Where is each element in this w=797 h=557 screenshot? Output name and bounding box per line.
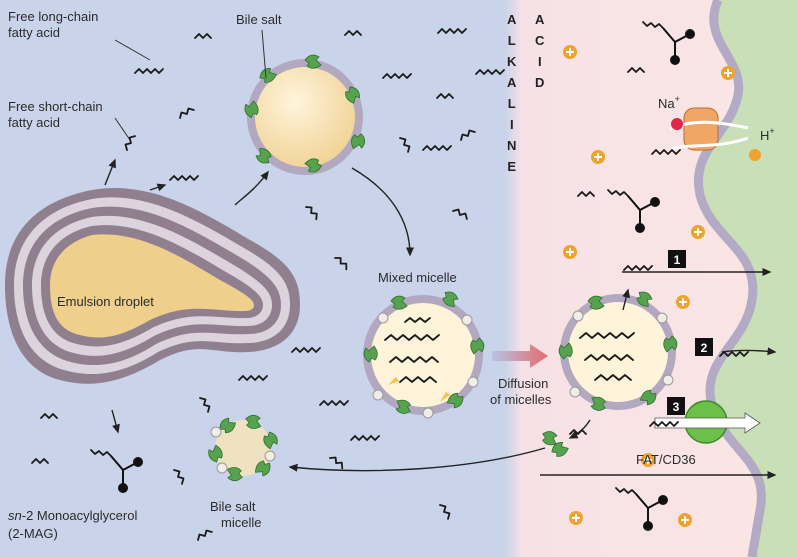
- arrow-droplet-to-bile: [234, 170, 269, 206]
- zone-alkaline-letter: N: [507, 138, 517, 153]
- bile-coated-droplet: [243, 54, 367, 175]
- mag-label-rest: -2 Monoacylglycerol: [22, 508, 138, 523]
- arrow-droplet-mag: [111, 409, 120, 434]
- sodium-charge: +: [675, 94, 680, 104]
- mixed-micelle: [363, 288, 485, 419]
- proton-symbol: H: [760, 128, 769, 143]
- bile-salt-pointer: [261, 29, 267, 79]
- proton-charge: +: [769, 126, 774, 136]
- zone-alkaline-letter: A: [507, 12, 517, 27]
- mag-label-line1: sn-2 Monoacylglycerol: [8, 508, 137, 523]
- pathway-badge-1-label: 1: [674, 253, 681, 267]
- zone-alkaline-letter: L: [508, 33, 516, 48]
- zone-alkaline-letter: K: [507, 54, 517, 69]
- mixed-micelle-label: Mixed micelle: [378, 270, 457, 285]
- na-h-exchanger: [669, 107, 761, 161]
- zone-acid-letter: A: [535, 12, 545, 27]
- proton-label: H+: [760, 126, 775, 143]
- emulsion-droplet-label: Emulsion droplet: [57, 294, 154, 309]
- short-chain-pointer: [114, 117, 131, 141]
- pathway-3-arrow: [654, 412, 761, 434]
- bile-salt-label: Bile salt: [236, 12, 282, 27]
- pathway-2-arrow: [721, 347, 777, 356]
- bile-salt-micelle: [206, 413, 280, 483]
- pathway-badge-1: [668, 250, 686, 268]
- emulsion-droplet: [5, 188, 300, 384]
- arrow-bile-to-mixed-micelle: [351, 167, 414, 257]
- zone-alkaline-letter: L: [508, 96, 516, 111]
- bile-salt-micelle-label-line2: micelle: [221, 515, 261, 530]
- short-chain-fa-label-line2: fatty acid: [8, 115, 60, 130]
- zone-acid-letter: C: [535, 33, 545, 48]
- micelle-release-arrow: [622, 288, 631, 311]
- mixed-micelle-at-membrane: [558, 288, 678, 414]
- arrow-droplet-long-fa: [149, 183, 167, 192]
- transporter-label: FAT/CD36: [636, 452, 696, 467]
- sodium-label: Na+: [658, 94, 680, 111]
- long-chain-fa-label-line1: Free long-chain: [8, 9, 98, 24]
- arrow-droplet-short-fa: [104, 158, 116, 186]
- zone-alkaline-letter: A: [507, 75, 517, 90]
- long-chain-fa-label-line2: fatty acid: [8, 25, 60, 40]
- zone-alkaline-letter: E: [507, 159, 516, 174]
- pathway-badge-3: [667, 397, 685, 415]
- diffusion-arrow: [492, 344, 548, 368]
- diffusion-label-line2: of micelles: [490, 392, 552, 407]
- zone-alkaline-letter: I: [510, 117, 514, 132]
- diffusion-label-line1: Diffusion: [498, 376, 548, 391]
- pathway-badge-2-label: 2: [701, 341, 708, 355]
- arrow-return-bile-salt: [288, 447, 546, 472]
- long-chain-pointer: [114, 39, 151, 61]
- pathway-badge-3-label: 3: [673, 400, 680, 414]
- mag-label-line2: (2-MAG): [8, 526, 58, 541]
- zone-acid-letter: I: [538, 54, 542, 69]
- bile-salt-micelle-label-line1: Bile salt: [210, 499, 256, 514]
- zone-acid-letter: D: [535, 75, 545, 90]
- sodium-symbol: Na: [658, 96, 675, 111]
- pathway-badge-2: [695, 338, 713, 356]
- short-chain-fa-label-line1: Free short-chain: [8, 99, 103, 114]
- mag-label-prefix: sn: [8, 508, 22, 523]
